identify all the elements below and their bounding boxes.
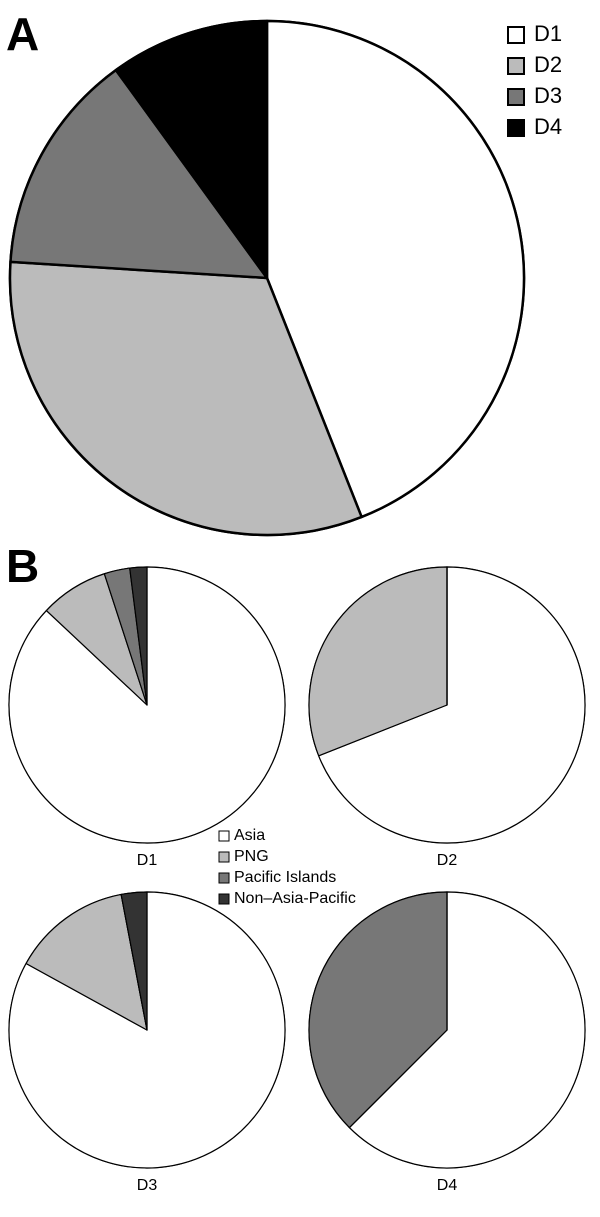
pie-slice bbox=[114, 19, 269, 280]
pie-title: D4 bbox=[437, 1177, 458, 1194]
legend-swatch bbox=[507, 57, 525, 75]
pie-slice bbox=[265, 19, 526, 519]
pie-slice bbox=[129, 566, 148, 706]
legend-swatch bbox=[507, 26, 525, 44]
legend-swatch bbox=[507, 119, 525, 137]
legend-swatch bbox=[218, 893, 230, 905]
legend-label: D4 bbox=[534, 114, 562, 139]
pie-slice bbox=[308, 891, 448, 1129]
legend-swatch bbox=[218, 872, 230, 884]
pie-slice bbox=[308, 566, 448, 757]
pie-title: D1 bbox=[137, 852, 158, 869]
pie-slice bbox=[120, 891, 148, 1031]
legend-label: Pacific Islands bbox=[234, 869, 336, 886]
legend-label: Non–Asia-Pacific bbox=[234, 890, 356, 907]
legend-swatch bbox=[218, 830, 230, 842]
legend-swatch bbox=[218, 851, 230, 863]
pie-slice bbox=[9, 68, 269, 280]
pie-slice bbox=[318, 566, 586, 844]
legend-label: PNG bbox=[234, 848, 269, 865]
pie-slice bbox=[348, 891, 586, 1169]
legend-swatch bbox=[507, 88, 525, 106]
pie-slice bbox=[8, 891, 286, 1169]
pie-slice bbox=[25, 893, 148, 1031]
pie-slice bbox=[8, 260, 363, 537]
panel-label: B bbox=[6, 540, 39, 592]
panel-label: A bbox=[6, 8, 39, 60]
legend-label: D2 bbox=[534, 52, 562, 77]
legend-label: D3 bbox=[534, 83, 562, 108]
legend-label: D1 bbox=[534, 21, 562, 46]
pie-title: D3 bbox=[137, 1177, 158, 1194]
legend-label: Asia bbox=[234, 827, 265, 844]
pie-title: D2 bbox=[437, 852, 458, 869]
